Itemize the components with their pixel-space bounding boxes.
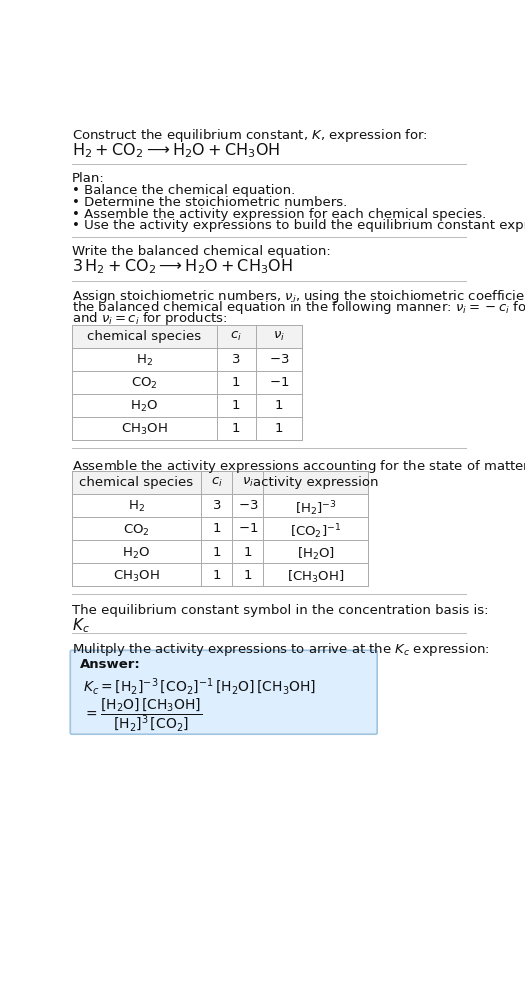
Text: Assemble the activity expressions accounting for the state of matter and $\nu_i$: Assemble the activity expressions accoun… xyxy=(72,458,525,475)
Text: Write the balanced chemical equation:: Write the balanced chemical equation: xyxy=(72,245,331,257)
Text: Answer:: Answer: xyxy=(80,658,140,671)
Text: 1: 1 xyxy=(232,376,240,389)
Text: $\mathrm{CO_2}$: $\mathrm{CO_2}$ xyxy=(123,523,150,538)
Text: the balanced chemical equation in the following manner: $\nu_i = -c_i$ for react: the balanced chemical equation in the fo… xyxy=(72,299,525,316)
Text: $[\mathrm{CH_3OH}]$: $[\mathrm{CH_3OH}]$ xyxy=(287,569,344,585)
Text: $-1$: $-1$ xyxy=(269,376,289,389)
Text: $c_i$: $c_i$ xyxy=(230,330,242,343)
Text: $K_c = [\mathrm{H_2}]^{-3}\,[\mathrm{CO_2}]^{-1}\,[\mathrm{H_2O}]\,[\mathrm{CH_3: $K_c = [\mathrm{H_2}]^{-3}\,[\mathrm{CO_… xyxy=(83,677,317,697)
Text: chemical species: chemical species xyxy=(79,476,194,489)
Text: • Determine the stoichiometric numbers.: • Determine the stoichiometric numbers. xyxy=(72,196,347,209)
Text: 1: 1 xyxy=(213,569,221,582)
Text: $K_c$: $K_c$ xyxy=(72,617,90,635)
Text: Mulitply the activity expressions to arrive at the $K_c$ expression:: Mulitply the activity expressions to arr… xyxy=(72,641,490,658)
Text: $\mathrm{H_2O}$: $\mathrm{H_2O}$ xyxy=(130,399,159,414)
Text: activity expression: activity expression xyxy=(253,476,379,489)
Text: 3: 3 xyxy=(213,499,221,512)
Text: $\mathrm{H_2}$: $\mathrm{H_2}$ xyxy=(136,353,153,368)
Text: $-3$: $-3$ xyxy=(237,499,258,512)
Text: $1$: $1$ xyxy=(243,546,253,559)
Text: $c_i$: $c_i$ xyxy=(211,476,223,489)
Text: $\mathrm{CH_3OH}$: $\mathrm{CH_3OH}$ xyxy=(113,569,160,584)
Text: 1: 1 xyxy=(213,523,221,536)
Text: chemical species: chemical species xyxy=(87,330,202,343)
Text: $\mathrm{CH_3OH}$: $\mathrm{CH_3OH}$ xyxy=(121,422,167,437)
Text: $\mathrm{H_2}$: $\mathrm{H_2}$ xyxy=(128,499,145,515)
Text: $-3$: $-3$ xyxy=(268,353,289,366)
Text: • Balance the chemical equation.: • Balance the chemical equation. xyxy=(72,185,295,198)
Bar xyxy=(72,471,368,494)
Text: Assign stoichiometric numbers, $\nu_i$, using the stoichiometric coefficients, $: Assign stoichiometric numbers, $\nu_i$, … xyxy=(72,288,525,305)
Text: 3: 3 xyxy=(232,353,240,366)
Text: $[\mathrm{H_2O}]$: $[\mathrm{H_2O}]$ xyxy=(297,546,334,562)
Text: • Use the activity expressions to build the equilibrium constant expression.: • Use the activity expressions to build … xyxy=(72,220,525,233)
Text: $= \dfrac{[\mathrm{H_2O}]\,[\mathrm{CH_3OH}]}{[\mathrm{H_2}]^3\,[\mathrm{CO_2}]}: $= \dfrac{[\mathrm{H_2O}]\,[\mathrm{CH_3… xyxy=(83,697,203,734)
Text: $\mathrm{CO_2}$: $\mathrm{CO_2}$ xyxy=(131,376,158,391)
Text: • Assemble the activity expression for each chemical species.: • Assemble the activity expression for e… xyxy=(72,208,486,221)
Text: $\nu_i$: $\nu_i$ xyxy=(273,330,285,343)
Text: and $\nu_i = c_i$ for products:: and $\nu_i = c_i$ for products: xyxy=(72,310,227,327)
Text: $3\,\mathrm{H_2 + CO_2 \longrightarrow H_2O + CH_3OH}$: $3\,\mathrm{H_2 + CO_2 \longrightarrow H… xyxy=(72,257,293,276)
Bar xyxy=(72,324,302,347)
Text: 1: 1 xyxy=(213,546,221,559)
Text: $[\mathrm{CO_2}]^{-1}$: $[\mathrm{CO_2}]^{-1}$ xyxy=(290,523,341,541)
Text: 1: 1 xyxy=(232,399,240,412)
Text: Plan:: Plan: xyxy=(72,172,104,185)
Text: $\mathrm{H_2 + CO_2 \longrightarrow H_2O + CH_3OH}$: $\mathrm{H_2 + CO_2 \longrightarrow H_2O… xyxy=(72,142,280,160)
Text: 1: 1 xyxy=(232,422,240,435)
Text: Construct the equilibrium constant, $K$, expression for:: Construct the equilibrium constant, $K$,… xyxy=(72,128,428,145)
Text: $1$: $1$ xyxy=(243,569,253,582)
Text: $-1$: $-1$ xyxy=(238,523,258,536)
Text: $\mathrm{H_2O}$: $\mathrm{H_2O}$ xyxy=(122,546,151,561)
Text: $[\mathrm{H_2}]^{-3}$: $[\mathrm{H_2}]^{-3}$ xyxy=(295,499,337,518)
Text: $1$: $1$ xyxy=(274,399,284,412)
Text: $\nu_i$: $\nu_i$ xyxy=(242,476,254,489)
Text: The equilibrium constant symbol in the concentration basis is:: The equilibrium constant symbol in the c… xyxy=(72,604,488,617)
FancyBboxPatch shape xyxy=(70,651,377,735)
Text: $1$: $1$ xyxy=(274,422,284,435)
